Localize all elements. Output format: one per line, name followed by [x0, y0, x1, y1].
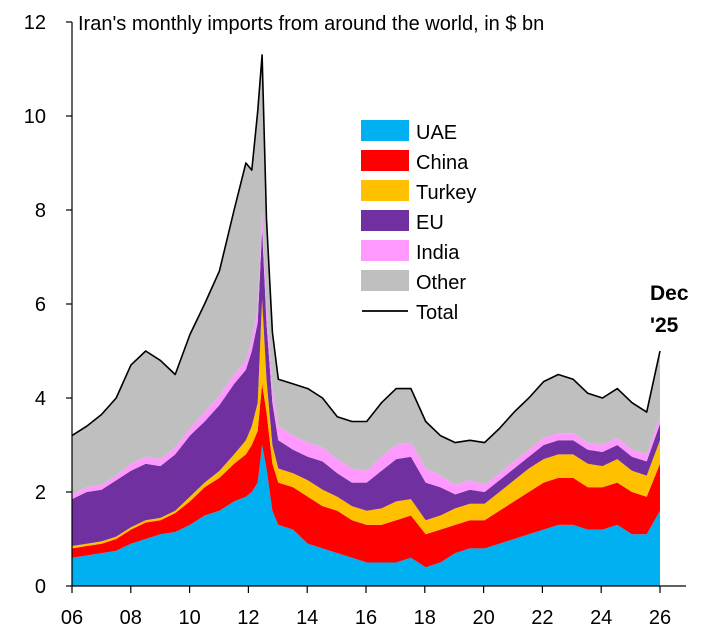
legend-label-china: China: [416, 152, 469, 174]
annotation-dec: Dec: [650, 282, 689, 305]
area-eu: [72, 228, 660, 547]
y-ticks: 0 2 4 6 8 10 12: [24, 12, 72, 598]
y-tick-label: 2: [35, 482, 46, 504]
y-tick-label: 12: [24, 12, 46, 34]
stacked-areas: [72, 54, 660, 586]
legend-swatch-turkey: [361, 180, 409, 201]
area-china: [72, 383, 660, 568]
x-ticks: 06 08 10 12 14 16 18 20 22 24 26: [61, 586, 671, 629]
legend: UAE China Turkey EU India Other Total: [361, 120, 476, 324]
x-tick-label: 26: [649, 607, 671, 629]
legend-swatch-uae: [361, 120, 409, 141]
area-uae: [72, 445, 660, 586]
y-tick-label: 0: [35, 576, 46, 598]
legend-swatch-china: [361, 150, 409, 171]
area-india: [72, 212, 660, 500]
legend-label-other: Other: [416, 272, 466, 294]
x-tick-label: 06: [61, 607, 83, 629]
legend-label-total: Total: [416, 302, 458, 324]
legend-label-india: India: [416, 242, 460, 264]
x-tick-label: 08: [120, 607, 142, 629]
x-tick-label: 16: [355, 607, 377, 629]
x-tick-label: 12: [237, 607, 259, 629]
area-other: [72, 54, 660, 495]
legend-label-uae: UAE: [416, 122, 457, 144]
total-line-group: [71, 54, 661, 444]
chart-title: Iran's monthly imports from around the w…: [78, 13, 544, 35]
y-tick-label: 10: [24, 106, 46, 128]
x-tick-label: 18: [414, 607, 436, 629]
x-tick-label: 10: [178, 607, 200, 629]
legend-swatch-other: [361, 270, 409, 291]
y-tick-label: 4: [35, 388, 46, 410]
legend-label-eu: EU: [416, 212, 444, 234]
legend-swatch-eu: [361, 210, 409, 231]
legend-swatch-india: [361, 240, 409, 261]
y-tick-label: 8: [35, 200, 46, 222]
legend-label-turkey: Turkey: [416, 182, 476, 204]
total-line: [71, 54, 661, 444]
x-tick-label: 14: [296, 607, 318, 629]
x-tick-label: 20: [472, 607, 494, 629]
x-tick-label: 22: [531, 607, 553, 629]
area-turkey: [72, 299, 660, 549]
annotation-year: '25: [650, 314, 679, 337]
x-tick-label: 24: [590, 607, 612, 629]
y-tick-label: 6: [35, 294, 46, 316]
